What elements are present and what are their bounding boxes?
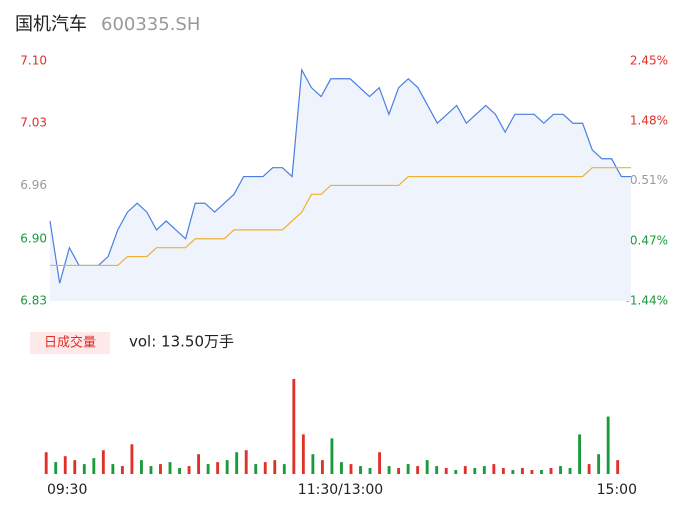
- volume-bar: [340, 462, 343, 474]
- y2-tick-label: -0.47%: [626, 234, 668, 248]
- volume-bar: [530, 470, 534, 474]
- volume-bar: [425, 460, 429, 474]
- volume-bar: [140, 460, 143, 474]
- volume-bar: [301, 434, 305, 474]
- volume-bar: [349, 464, 353, 474]
- x-tick-label: 15:00: [597, 482, 637, 498]
- volume-bar: [168, 462, 172, 474]
- volume-bar: [206, 464, 210, 474]
- volume-bar: [292, 378, 296, 474]
- volume-bar: [44, 452, 48, 474]
- volume-bar: [263, 462, 267, 474]
- volume-bar: [273, 460, 277, 474]
- x-tick-label: 09:30: [47, 482, 87, 498]
- volume-bar: [406, 464, 410, 474]
- volume-bar: [492, 464, 496, 474]
- volume-bar: [520, 468, 524, 474]
- volume-bar: [568, 468, 572, 474]
- volume-bar: [368, 468, 372, 474]
- volume-bar: [130, 444, 134, 474]
- y-tick-label: 6.90: [20, 231, 47, 245]
- volume-bar: [387, 466, 391, 474]
- volume-bar: [92, 458, 96, 474]
- volume-bar: [606, 416, 610, 474]
- stock-code: 600335.SH: [101, 14, 200, 35]
- volume-bar: [244, 450, 248, 474]
- volume-bar: [159, 464, 162, 474]
- volume-bar: [254, 464, 258, 474]
- volume-bar: [578, 434, 581, 474]
- y-tick-label: 7.03: [20, 116, 47, 130]
- volume-bar: [616, 460, 620, 474]
- volume-bar: [197, 454, 201, 474]
- volume-bar: [73, 460, 77, 474]
- stock-name: 国机汽车: [15, 14, 87, 35]
- volume-bar: [540, 470, 543, 474]
- volume-bar: [311, 454, 315, 474]
- x-tick-label: 11:30/13:00: [298, 482, 383, 498]
- volume-bar: [178, 468, 181, 474]
- volume-bar: [397, 468, 401, 474]
- volume-bar: [330, 438, 334, 474]
- volume-bar: [320, 460, 324, 474]
- volume-bar: [559, 466, 562, 474]
- y2-tick-label: 2.45%: [630, 54, 668, 68]
- volume-bar: [282, 464, 286, 474]
- volume-bar: [435, 466, 439, 474]
- volume-bar: [587, 464, 591, 474]
- volume-bar: [216, 462, 220, 474]
- volume-bar: [454, 470, 458, 474]
- y-tick-label: 6.83: [20, 294, 47, 308]
- y2-tick-label: 0.51%: [630, 173, 668, 187]
- y2-tick-label: -1.44%: [626, 294, 668, 308]
- series-line: [49, 67, 631, 284]
- volume-bar: [359, 466, 362, 474]
- volume-bar: [54, 462, 58, 474]
- volume-bar: [225, 460, 229, 474]
- y-tick-label: 6.96: [20, 178, 47, 192]
- volume-bar: [101, 450, 105, 474]
- volume-bar: [82, 464, 86, 474]
- volume-bar: [416, 466, 420, 474]
- legend-box: [30, 332, 110, 354]
- volume-bar: [463, 466, 467, 474]
- volume-bar: [120, 466, 124, 474]
- volume-bar: [549, 468, 553, 474]
- volume-bar: [444, 468, 448, 474]
- y-tick-label: 7.10: [20, 54, 47, 68]
- volume-bar: [597, 454, 601, 474]
- series-line: [50, 167, 631, 267]
- volume-bar: [378, 452, 381, 474]
- volume-bar: [149, 466, 153, 474]
- y2-tick-label: 1.48%: [630, 113, 668, 127]
- volume-bar: [482, 466, 486, 474]
- volume-bar: [501, 468, 505, 474]
- volume-label: vol: 13.50万手: [129, 333, 234, 351]
- volume-bar: [235, 452, 239, 474]
- volume-bar: [511, 470, 515, 474]
- volume-bar: [187, 466, 191, 474]
- volume-bar: [63, 456, 67, 474]
- volume-bar: [111, 464, 115, 474]
- legend-label: 日成交量: [44, 335, 96, 351]
- volume-bar: [473, 468, 477, 474]
